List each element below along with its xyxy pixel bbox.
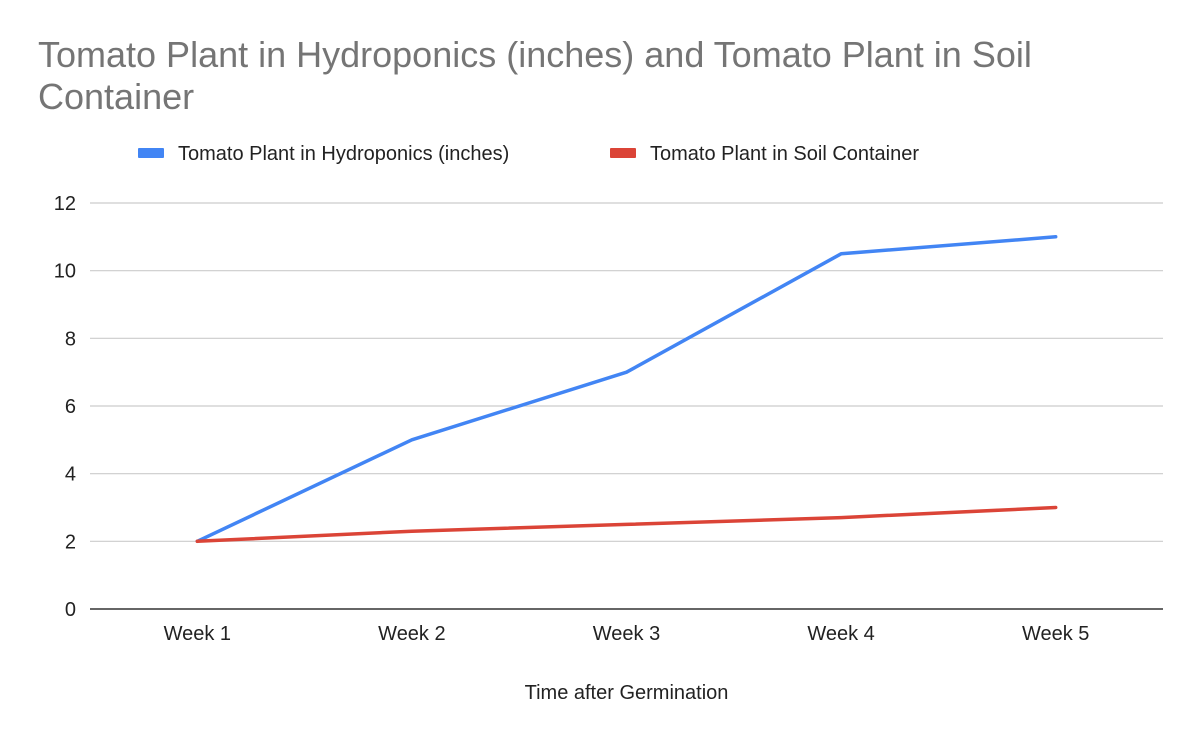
series-line-2 — [195, 505, 1058, 544]
legend: Tomato Plant in Hydroponics (inches) Toma… — [138, 143, 919, 165]
y-tick-label: 12 — [54, 193, 76, 215]
y-tick-label: 0 — [65, 599, 76, 621]
x-tick-label: Week 5 — [1022, 623, 1089, 645]
legend-label-2: Tomato Plant in Soil Container — [650, 143, 919, 165]
y-tick-label: 8 — [65, 328, 76, 350]
chart-title: Tomato Plant in Hydroponics (inches) and… — [38, 34, 1032, 117]
x-tick-label: Week 4 — [807, 623, 874, 645]
series-line-1 — [195, 235, 1058, 544]
x-axis-title: Time after Germination — [525, 682, 729, 704]
legend-label-1: Tomato Plant in Hydroponics (inches) — [178, 143, 509, 165]
x-tick-label: Week 1 — [164, 623, 231, 645]
gridlines — [90, 202, 1163, 610]
x-axis-ticks: Week 1 Week 2 Week 3 Week 4 Week 5 — [164, 623, 1090, 645]
series-lines — [195, 235, 1058, 544]
y-axis-ticks: 0 2 4 6 8 10 12 — [54, 193, 76, 621]
y-tick-label: 6 — [65, 396, 76, 418]
y-tick-label: 10 — [54, 261, 76, 283]
x-tick-label: Week 3 — [593, 623, 660, 645]
y-tick-label: 4 — [65, 464, 76, 486]
y-tick-label: 2 — [65, 531, 76, 553]
legend-swatch-1 — [138, 148, 164, 158]
legend-swatch-2 — [610, 148, 636, 158]
x-tick-label: Week 2 — [378, 623, 445, 645]
